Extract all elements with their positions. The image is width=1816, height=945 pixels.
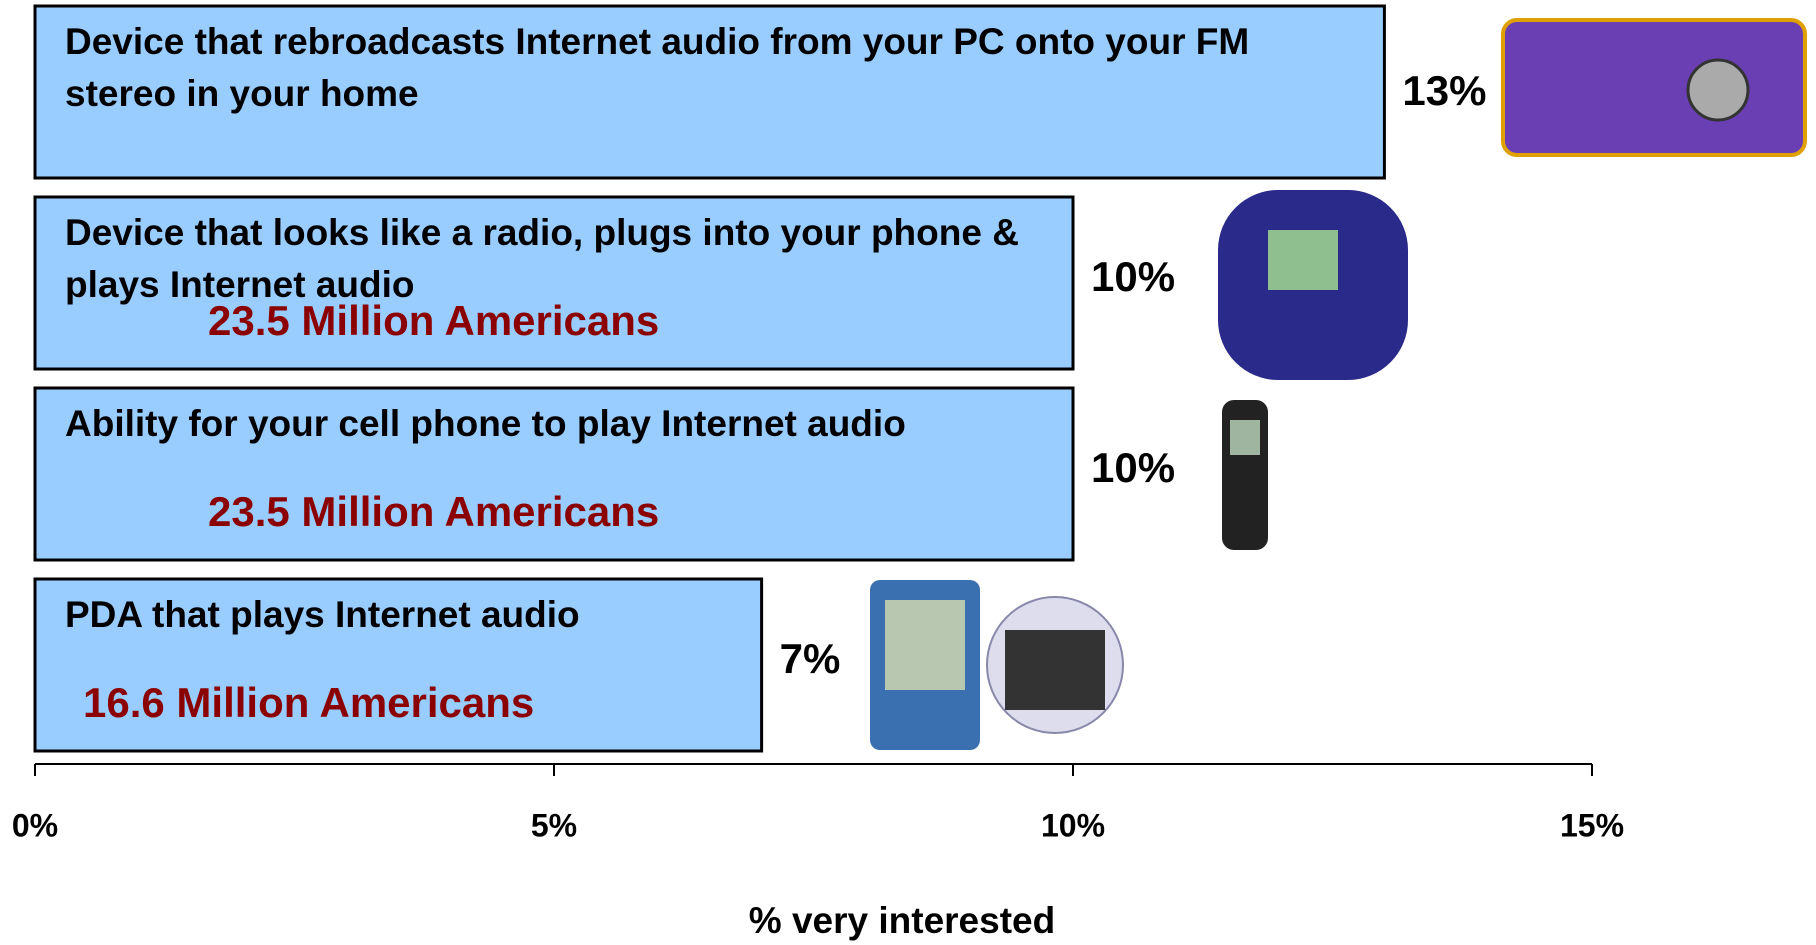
icon-radio-screen: [1268, 230, 1338, 290]
icon-knob: [1686, 58, 1750, 122]
bar: [33, 4, 1386, 180]
category-label: PDA that plays Internet audio: [65, 594, 580, 635]
value-label: 7%: [780, 635, 841, 682]
category-label: Ability for your cell phone to play Inte…: [65, 403, 906, 444]
bar: [33, 195, 1075, 371]
category-label: Device that looks like a radio, plugs in…: [65, 212, 1019, 305]
x-tick-label: 5%: [531, 807, 577, 843]
icon-sonicbox: [1501, 18, 1807, 157]
x-axis-title: % very interested: [749, 900, 1055, 941]
icon-phone-screen: [1230, 420, 1260, 455]
icon-accessory-body: [1005, 630, 1105, 710]
value-label: 10%: [1091, 444, 1175, 491]
x-tick-label: 10%: [1041, 807, 1105, 843]
bar: [33, 577, 764, 753]
x-tick-label: 15%: [1560, 807, 1624, 843]
icon-pda-screen: [885, 600, 965, 690]
category-label: Device that rebroadcasts Internet audio …: [65, 21, 1250, 114]
value-note: 23.5 Million Americans: [208, 297, 660, 344]
icons: [870, 18, 1807, 750]
value-note: 16.6 Million Americans: [83, 679, 535, 726]
value-note: 23.5 Million Americans: [208, 488, 660, 535]
value-label: 10%: [1091, 253, 1175, 300]
value-label: 13%: [1402, 67, 1486, 114]
bar: [33, 386, 1075, 562]
x-tick-label: 0%: [12, 807, 58, 843]
